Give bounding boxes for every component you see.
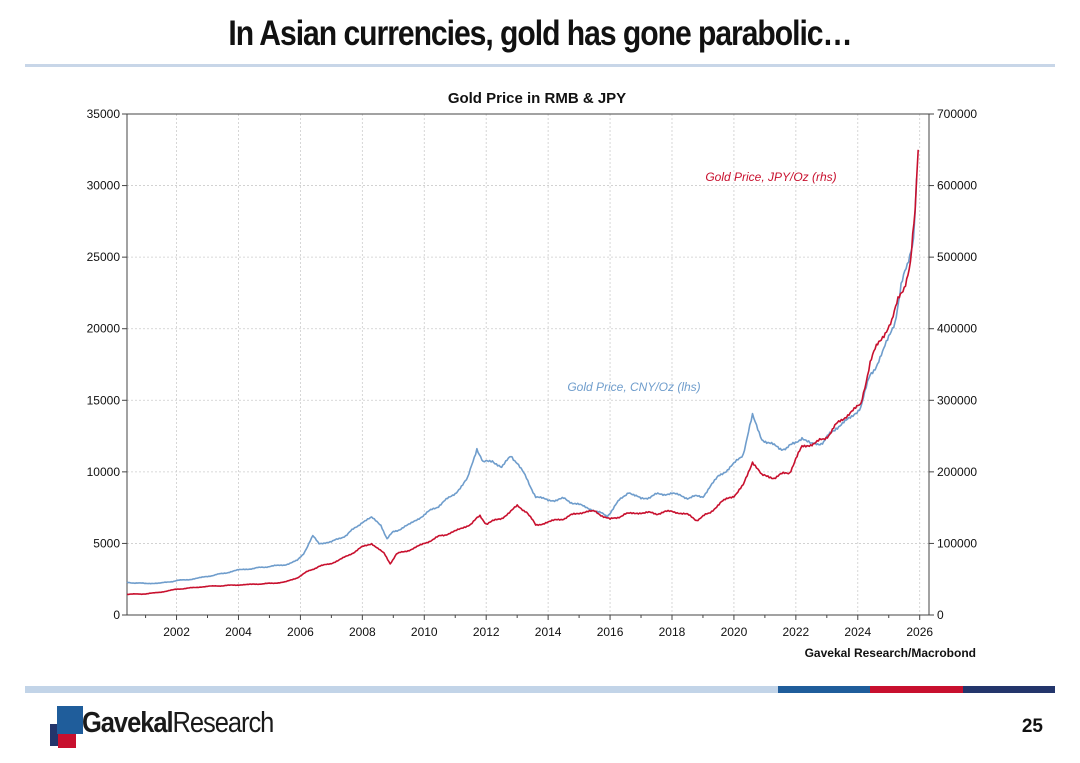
right-tick-label: 300000 [937,393,977,407]
chart-title: Gold Price in RMB & JPY [448,90,626,107]
x-tick-label: 2004 [225,625,252,639]
right-tick-label: 400000 [937,322,977,336]
right-tick-label: 500000 [937,250,977,264]
left-tick-label: 35000 [87,107,121,121]
x-tick-label: 2026 [906,625,933,639]
x-tick-label: 2016 [597,625,624,639]
series-label-cny: Gold Price, CNY/Oz (lhs) [567,380,700,394]
right-tick-label: 700000 [937,107,977,121]
x-tick-label: 2022 [782,625,809,639]
x-tick-label: 2008 [349,625,376,639]
brand-regular: Research [172,707,275,739]
chart-source: Gavekal Research/Macrobond [805,646,976,660]
footer-bar-navy [963,686,1055,693]
left-tick-label: 5000 [93,536,120,550]
plot-frame [126,113,930,616]
footer-bar-blue [778,686,870,693]
right-tick-label: 600000 [937,179,977,193]
x-tick-label: 2024 [844,625,871,639]
left-tick-label: 10000 [87,465,121,479]
slide-title: In Asian currencies, gold has gone parab… [228,14,852,53]
left-tick-label: 25000 [87,250,121,264]
x-axis: 2002 2004 2006 2008 2010 2012 2014 2016 2018 2020… [145,615,933,639]
right-tick-label: 0 [937,608,944,622]
footer-bar-red [870,686,963,693]
brand-wordmark: GavekalResearch [82,707,275,740]
series-lines [126,149,919,596]
series-label-jpy: Gold Price, JPY/Oz (rhs) [705,170,836,184]
x-tick-label: 2010 [411,625,438,639]
x-tick-label: 2014 [535,625,562,639]
left-tick-label: 30000 [87,179,121,193]
gavekal-logo-icon [50,706,83,748]
brand-bold: Gavekal [82,707,174,739]
x-tick-label: 2012 [473,625,500,639]
left-axis: 0 5000 10000 15000 20000 25000 30000 35000 [87,107,127,622]
series-line-cny [126,178,918,585]
grid-lines [127,114,929,615]
right-tick-label: 200000 [937,465,977,479]
x-tick-label: 2006 [287,625,314,639]
right-tick-label: 100000 [937,536,977,550]
series-line-jpy [126,149,919,596]
left-tick-label: 15000 [87,393,121,407]
footer-bar-light [25,686,778,693]
left-tick-label: 20000 [87,322,121,336]
x-tick-label: 2002 [163,625,190,639]
title-divider [25,64,1055,67]
right-axis: 0 100000 200000 300000 400000 500000 600000 700… [929,107,977,622]
gold-price-chart: Gold Price in RMB & JPY 2002 2004 2006 2008… [87,90,978,660]
page-number: 25 [1021,716,1043,737]
x-tick-label: 2018 [659,625,686,639]
left-tick-label: 0 [113,608,120,622]
x-tick-label: 2020 [721,625,748,639]
